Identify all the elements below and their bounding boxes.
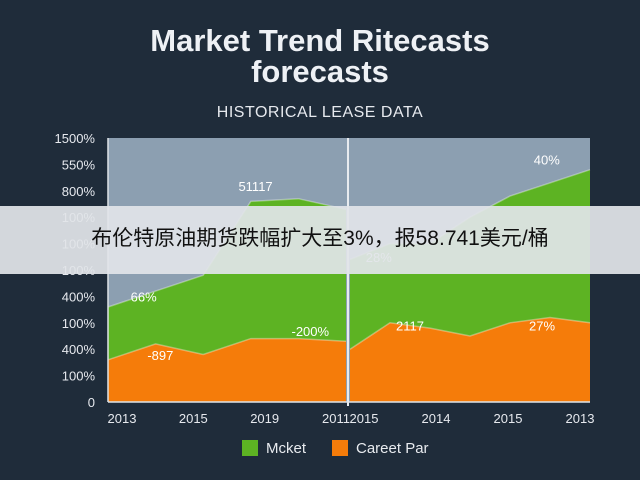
legend-swatch-mcket — [242, 440, 258, 456]
data-label-panel-1-0: 40% — [534, 152, 560, 167]
chart-title-line-1: Market Trend Ritecasts — [150, 23, 490, 58]
y-tick-label-2: 800% — [62, 184, 96, 199]
data-label-panel-0-1: 66% — [131, 290, 157, 305]
series-line-panel-0-series-1 — [107, 337, 347, 361]
data-label-panel-0-3: -200% — [292, 324, 330, 339]
x-tick-label-panel-0-3: 2011 — [322, 411, 350, 426]
series-line-panel-1-series-1 — [349, 316, 591, 350]
legend-label-mcket: Mcket — [266, 439, 307, 457]
x-tick-label-panel-1-3: 2013 — [566, 411, 595, 426]
news-banner — [0, 206, 640, 274]
y-tick-label-7: 100% — [62, 316, 96, 331]
news-banner-text: 布伦特原油期货跌幅扩大至3%，报58.741美元/桶 — [91, 227, 549, 250]
area-panel-1-series-1 — [350, 317, 590, 402]
y-tick-label-1: 550% — [62, 157, 96, 172]
y-tick-label-10: 0 — [88, 395, 95, 410]
x-tick-label-panel-0-2: 2019 — [250, 411, 279, 426]
y-tick-label-6: 400% — [62, 289, 96, 304]
data-label-panel-0-2: -897 — [147, 348, 173, 363]
y-tick-label-8: 400% — [62, 342, 96, 357]
y-tick-label-9: 100% — [62, 369, 96, 384]
chart-title-line-2: forecasts — [251, 54, 389, 89]
x-tick-label-panel-0-1: 2015 — [179, 411, 208, 426]
legend-swatch-careet-par — [332, 440, 348, 456]
x-tick-label-panel-1-1: 2014 — [422, 411, 451, 426]
legend-item-careet-par: Careet Par — [332, 439, 429, 457]
data-label-panel-1-3: 27% — [529, 319, 555, 334]
legend-item-mcket: Mcket — [242, 439, 307, 457]
x-tick-label-panel-0-0: 2013 — [108, 411, 137, 426]
x-tick-label-panel-1-2: 2015 — [494, 411, 523, 426]
chart-subtitle: HISTORICAL LEASE DATA — [216, 104, 424, 121]
data-label-panel-1-2: 2117 — [396, 319, 424, 334]
y-tick-label-0: 1500% — [55, 131, 96, 146]
data-label-panel-0-0: 51117 — [238, 179, 272, 194]
area-panel-0-series-1 — [108, 338, 346, 402]
legend-label-careet-par: Careet Par — [356, 439, 429, 457]
x-tick-label-panel-1-0: 2015 — [350, 411, 379, 426]
